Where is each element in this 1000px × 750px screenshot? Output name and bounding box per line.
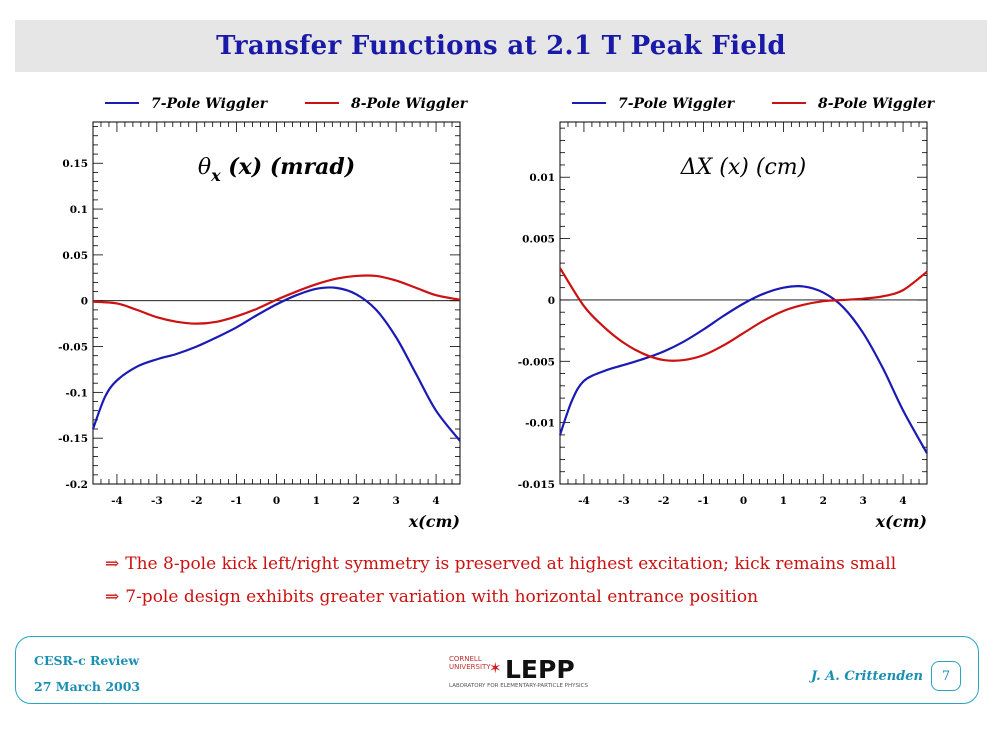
legend-label-1: 7-Pole Wiggler xyxy=(151,96,269,112)
x-tick-label: -3 xyxy=(151,495,163,507)
y-tick-label: -0.1 xyxy=(65,387,88,399)
lepp-logo: CORNELL UNIVERSITY ✶ LEPP LABORATORY FOR… xyxy=(449,655,588,689)
x-tick-label: 0 xyxy=(740,495,747,507)
series-line-2 xyxy=(559,267,928,362)
x-tick-label: 2 xyxy=(353,495,360,507)
y-tick-label: 0.05 xyxy=(62,250,88,262)
page-number: 7 xyxy=(931,661,961,691)
legend-label-2: 8-Pole Wiggler xyxy=(351,96,469,112)
event-name: CESR-c Review xyxy=(34,653,140,668)
y-tick-label: 0.005 xyxy=(522,234,555,246)
chart-inner-title-rest: (x) (mrad) xyxy=(221,154,356,180)
x-tick-label: 1 xyxy=(780,495,787,507)
chart-inner-title: ΔX (x) (cm) xyxy=(680,155,806,180)
page-title: Transfer Functions at 2.1 T Peak Field xyxy=(216,31,786,61)
title-bar: Transfer Functions at 2.1 T Peak Field xyxy=(15,20,987,72)
y-tick-label: -0.05 xyxy=(58,342,88,354)
author: J. A. Crittenden xyxy=(811,669,924,684)
y-tick-label: 0.01 xyxy=(529,172,555,184)
x-tick-label: 2 xyxy=(820,495,827,507)
x-tick-label: 0 xyxy=(273,495,280,507)
logo-subtitle: LABORATORY FOR ELEMENTARY-PARTICLE PHYSI… xyxy=(449,683,588,689)
footer-left: CESR-c Review 27 March 2003 xyxy=(34,653,140,705)
logo-university-text: UNIVERSITY xyxy=(449,663,491,671)
event-date: 27 March 2003 xyxy=(34,679,141,694)
implies-arrow-icon: ⇒ xyxy=(105,554,120,574)
legend-label-2: 8-Pole Wiggler xyxy=(818,96,936,112)
note-2: ⇒ 7-pole design exhibits greater variatio… xyxy=(105,585,985,618)
logo-lepp-text: LEPP xyxy=(505,655,575,684)
note-1-text: The 8-pole kick left/right symmetry is p… xyxy=(125,554,897,574)
series-line-2 xyxy=(92,274,461,325)
series-line-1 xyxy=(91,286,461,442)
x-tick-label: 4 xyxy=(432,495,439,507)
y-tick-label: 0.15 xyxy=(62,158,88,170)
x-axis-label: x(cm) xyxy=(875,512,927,531)
x-tick-label: -1 xyxy=(698,495,710,507)
y-tick-label: 0.1 xyxy=(70,204,88,216)
chart-inner-title-main: ΔX (x) (cm) xyxy=(680,155,806,180)
note-2-text: 7-pole design exhibits greater variation… xyxy=(125,587,759,607)
x-tick-label: 1 xyxy=(313,495,320,507)
x-tick-label: -1 xyxy=(231,495,243,507)
logo-cornell-text: CORNELL xyxy=(449,655,482,663)
chart-inner-title-main: θ xyxy=(198,155,211,180)
x-tick-label: 3 xyxy=(393,495,400,507)
y-tick-label: 0 xyxy=(548,295,555,307)
note-1: ⇒ The 8-pole kick left/right symmetry is … xyxy=(105,552,985,585)
implies-arrow-icon: ⇒ xyxy=(105,587,120,607)
y-tick-label: -0.15 xyxy=(58,433,88,445)
x-tick-label: 4 xyxy=(899,495,906,507)
y-tick-label: -0.01 xyxy=(525,418,555,430)
y-tick-label: -0.005 xyxy=(518,356,555,368)
chart-theta-x: 7-Pole Wiggler 8-Pole Wiggler -4 -3 -2 -1 0 1 2 3… xyxy=(58,96,469,531)
x-tick-label: -4 xyxy=(111,495,123,507)
legend-label-1: 7-Pole Wiggler xyxy=(618,96,736,112)
x-axis-label: x(cm) xyxy=(408,512,460,531)
chart-delta-x: 7-Pole Wiggler 8-Pole Wiggler -4 -3 -2 -1 0 1 2 3… xyxy=(518,96,936,531)
chart-inner-title-sub: x xyxy=(210,166,221,185)
notes: ⇒ The 8-pole kick left/right symmetry is … xyxy=(105,552,985,618)
x-tick-label: -4 xyxy=(578,495,590,507)
y-tick-label: -0.2 xyxy=(65,479,88,491)
y-tick-label: 0 xyxy=(81,296,88,308)
x-tick-label: -2 xyxy=(191,495,203,507)
x-tick-label: 3 xyxy=(860,495,867,507)
logo-star-icon: ✶ xyxy=(489,659,502,677)
series-line-1 xyxy=(558,285,928,454)
footer: CESR-c Review 27 March 2003 CORNELL UNIV… xyxy=(15,636,979,704)
x-tick-label: -3 xyxy=(618,495,630,507)
y-tick-label: -0.015 xyxy=(518,479,555,491)
chart-inner-title: θx (x) (mrad) xyxy=(198,154,355,185)
x-tick-label: -2 xyxy=(658,495,670,507)
